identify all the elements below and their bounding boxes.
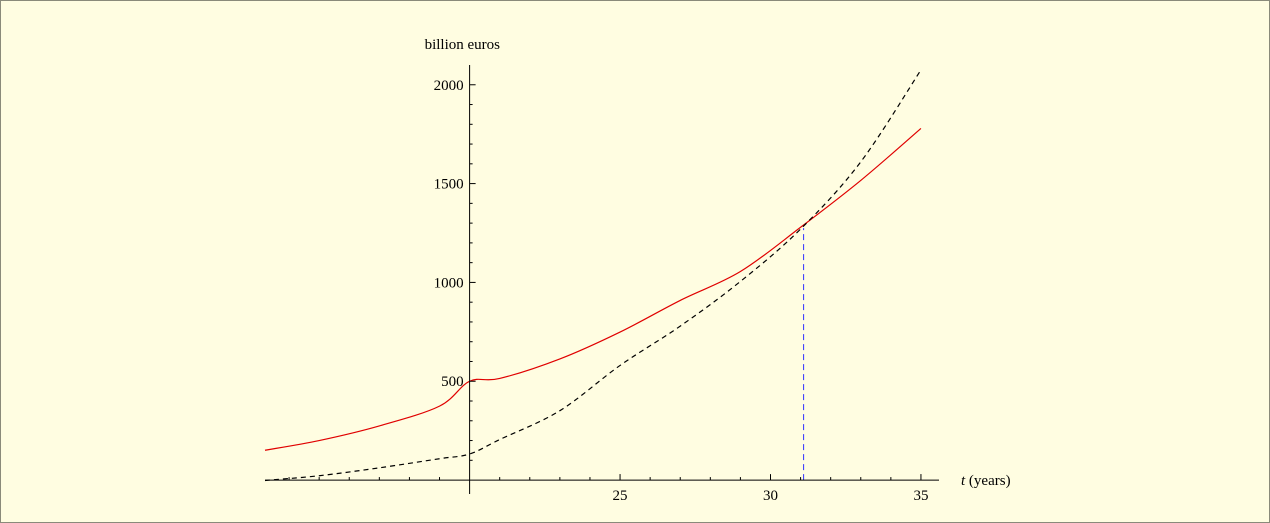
x-tick-label: 30 <box>763 488 778 504</box>
ticks-group: 25 30 35 500 1000 1500 2000 <box>288 78 928 504</box>
solid-curve <box>264 127 922 451</box>
y-tick-label: 2000 <box>434 78 464 94</box>
x-tick-label: 35 <box>913 488 928 504</box>
y-tick-label: 1000 <box>434 275 464 291</box>
y-tick-label: 1500 <box>434 177 464 193</box>
x-tick-label: 25 <box>613 488 628 504</box>
x-axis-variable: t <box>961 473 966 489</box>
y-axis-title: billion euros <box>425 37 501 53</box>
y-tick-label: 500 <box>441 374 464 390</box>
dashed-curve <box>264 69 922 482</box>
series-group <box>264 69 922 482</box>
axes-group <box>265 65 939 494</box>
x-axis-title: t (years) <box>961 473 1011 489</box>
x-axis-unit: (years) <box>965 473 1010 489</box>
